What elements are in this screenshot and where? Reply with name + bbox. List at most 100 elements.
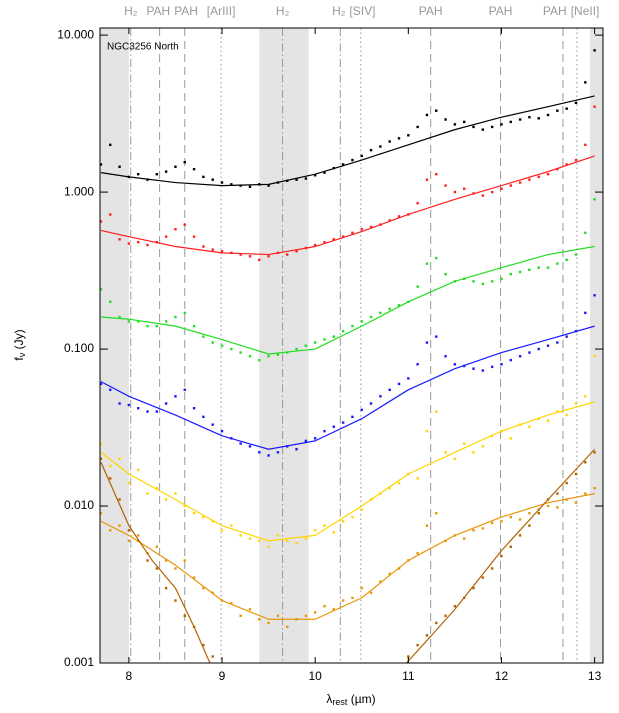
y-tick-label: 1.000 xyxy=(64,184,94,198)
data-point xyxy=(481,576,485,579)
data-point xyxy=(276,534,280,537)
data-point xyxy=(211,341,214,344)
fit-line xyxy=(100,155,595,256)
data-point xyxy=(304,344,308,347)
data-point xyxy=(267,621,270,625)
data-point xyxy=(276,353,280,356)
data-point xyxy=(574,472,578,476)
data-point xyxy=(379,395,382,398)
data-point xyxy=(388,486,391,490)
y-tick-label: 0.001 xyxy=(64,655,94,669)
data-point xyxy=(248,255,252,258)
data-point xyxy=(369,591,373,595)
data-point xyxy=(351,324,354,328)
data-point xyxy=(183,504,186,508)
data-point xyxy=(528,524,531,527)
data-point xyxy=(593,49,596,52)
data-point xyxy=(397,304,401,307)
data-point xyxy=(192,512,196,515)
data-point xyxy=(416,552,419,555)
data-point xyxy=(295,250,298,253)
data-point xyxy=(276,614,280,617)
data-point xyxy=(248,537,252,540)
data-point xyxy=(230,183,233,186)
x-label-unit: (µm) xyxy=(347,692,375,706)
data-point xyxy=(537,512,540,515)
x-label-sub: rest xyxy=(332,697,348,707)
data-point xyxy=(192,167,196,171)
data-point xyxy=(556,410,559,413)
data-point xyxy=(295,178,298,181)
data-point xyxy=(136,406,140,410)
data-point xyxy=(230,524,233,527)
data-point xyxy=(174,228,177,231)
data-point xyxy=(313,243,317,247)
feature-label: PAH xyxy=(174,4,198,18)
data-point xyxy=(174,599,177,602)
data-point xyxy=(220,250,224,253)
data-point xyxy=(136,468,140,472)
data-point xyxy=(313,174,317,177)
data-point xyxy=(584,492,587,495)
data-point xyxy=(202,175,205,179)
data-point xyxy=(444,355,447,358)
data-point xyxy=(574,402,578,405)
data-point xyxy=(248,355,252,358)
data-point xyxy=(379,145,382,148)
data-point xyxy=(192,406,196,410)
data-point xyxy=(136,320,140,323)
data-point xyxy=(463,120,466,124)
data-point xyxy=(211,655,214,658)
data-point xyxy=(509,272,512,276)
data-point xyxy=(323,605,326,608)
data-point xyxy=(444,184,447,187)
data-point xyxy=(416,125,419,129)
data-point xyxy=(230,602,233,605)
y-tick-label: 10.000 xyxy=(57,27,94,41)
data-point xyxy=(164,170,168,173)
data-point xyxy=(248,608,252,611)
data-point xyxy=(481,445,485,448)
x-tick-label: 10 xyxy=(308,669,322,683)
data-point xyxy=(146,243,149,247)
data-point xyxy=(183,388,186,392)
data-point xyxy=(574,101,578,105)
data-point xyxy=(332,335,336,338)
data-point xyxy=(528,425,531,428)
data-point xyxy=(537,347,540,351)
data-point xyxy=(174,315,177,319)
data-point xyxy=(360,154,363,158)
data-point xyxy=(584,143,587,147)
data-point xyxy=(286,539,289,543)
data-point xyxy=(453,363,457,366)
data-point xyxy=(118,238,121,241)
data-point xyxy=(295,347,298,351)
data-point xyxy=(267,255,270,258)
data-point xyxy=(202,643,205,647)
data-point xyxy=(472,529,475,532)
data-point xyxy=(416,285,419,288)
data-point xyxy=(146,324,149,328)
data-point xyxy=(435,256,438,260)
data-point xyxy=(100,442,103,445)
data-point xyxy=(258,258,261,262)
data-point xyxy=(369,148,373,152)
data-point xyxy=(136,240,140,244)
data-point xyxy=(351,231,354,235)
data-point xyxy=(258,539,261,543)
data-point xyxy=(369,225,373,229)
data-point xyxy=(220,181,224,184)
data-point xyxy=(202,515,205,519)
data-point xyxy=(323,171,326,174)
data-point xyxy=(565,481,568,485)
shaded-region xyxy=(259,28,309,663)
data-point xyxy=(463,187,466,190)
data-point xyxy=(183,223,186,226)
data-point xyxy=(444,614,447,617)
data-point xyxy=(239,534,242,537)
data-point xyxy=(369,315,373,319)
data-point xyxy=(490,190,494,194)
y-label-main: f xyxy=(12,357,26,361)
data-point xyxy=(109,213,112,216)
data-point xyxy=(276,451,280,454)
